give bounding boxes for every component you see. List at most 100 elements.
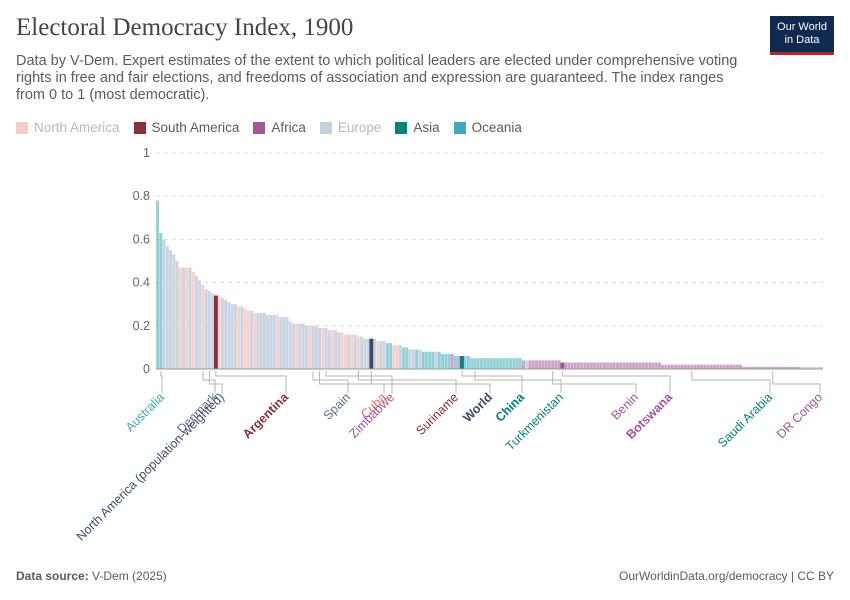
bar[interactable] bbox=[279, 317, 283, 369]
bar[interactable] bbox=[486, 358, 490, 369]
bar[interactable] bbox=[751, 366, 755, 369]
bar[interactable] bbox=[454, 356, 457, 369]
bar[interactable] bbox=[538, 360, 542, 369]
entity-label[interactable]: Suriname bbox=[413, 390, 461, 438]
bar[interactable] bbox=[418, 349, 422, 369]
bar[interactable] bbox=[483, 358, 487, 369]
bar[interactable] bbox=[687, 364, 691, 369]
legend-item-south-america[interactable]: South America bbox=[133, 120, 239, 135]
bar[interactable] bbox=[651, 362, 655, 369]
bar[interactable] bbox=[347, 334, 351, 369]
bar[interactable] bbox=[564, 362, 568, 369]
bar[interactable] bbox=[522, 360, 525, 369]
bar[interactable] bbox=[360, 336, 364, 369]
bar[interactable] bbox=[428, 351, 432, 369]
entity-label[interactable]: World bbox=[460, 390, 495, 425]
bar[interactable] bbox=[628, 362, 632, 369]
bar[interactable] bbox=[314, 325, 318, 369]
bar[interactable] bbox=[434, 351, 438, 369]
bar[interactable] bbox=[590, 362, 593, 369]
bar-highlighted[interactable] bbox=[213, 295, 218, 369]
bar[interactable] bbox=[625, 362, 629, 369]
bar[interactable] bbox=[269, 315, 273, 369]
bar[interactable] bbox=[774, 366, 778, 369]
bar[interactable] bbox=[599, 362, 603, 369]
bar[interactable] bbox=[787, 366, 791, 369]
bar[interactable] bbox=[781, 366, 784, 369]
bar[interactable] bbox=[463, 356, 467, 369]
bar[interactable] bbox=[198, 280, 202, 369]
bar[interactable] bbox=[515, 358, 519, 369]
bar-highlighted[interactable] bbox=[560, 362, 565, 369]
bar[interactable] bbox=[554, 360, 558, 369]
bar[interactable] bbox=[738, 364, 742, 369]
bar[interactable] bbox=[379, 340, 383, 369]
bar[interactable] bbox=[424, 351, 428, 369]
bar[interactable] bbox=[321, 327, 325, 369]
bar[interactable] bbox=[262, 312, 266, 369]
bar[interactable] bbox=[457, 356, 461, 369]
bar[interactable] bbox=[502, 358, 506, 369]
bar[interactable] bbox=[431, 351, 435, 369]
bar[interactable] bbox=[719, 364, 723, 369]
bar[interactable] bbox=[654, 362, 658, 369]
bar[interactable] bbox=[797, 366, 801, 369]
bar[interactable] bbox=[583, 362, 587, 369]
bar[interactable] bbox=[544, 360, 548, 369]
legend-item-asia[interactable]: Asia bbox=[395, 120, 440, 135]
bar[interactable] bbox=[408, 349, 412, 369]
bar[interactable] bbox=[178, 267, 182, 369]
bar[interactable] bbox=[298, 323, 302, 369]
entity-label[interactable]: Argentina bbox=[240, 389, 292, 441]
bar[interactable] bbox=[295, 323, 299, 369]
bar[interactable] bbox=[450, 353, 454, 369]
bar[interactable] bbox=[816, 366, 820, 369]
bar[interactable] bbox=[700, 364, 704, 369]
bar[interactable] bbox=[496, 358, 500, 369]
bar[interactable] bbox=[373, 338, 377, 369]
bar[interactable] bbox=[395, 345, 399, 369]
bar[interactable] bbox=[570, 362, 574, 369]
bar[interactable] bbox=[159, 232, 163, 369]
bar[interactable] bbox=[645, 362, 649, 369]
bar[interactable] bbox=[735, 364, 739, 369]
bar[interactable] bbox=[638, 362, 642, 369]
bar[interactable] bbox=[243, 308, 247, 369]
bar[interactable] bbox=[777, 366, 781, 369]
bar[interactable] bbox=[415, 349, 419, 369]
bar[interactable] bbox=[441, 353, 445, 369]
bar[interactable] bbox=[784, 366, 788, 369]
bar[interactable] bbox=[356, 336, 360, 369]
bar[interactable] bbox=[240, 306, 244, 369]
bar[interactable] bbox=[531, 360, 535, 369]
bar[interactable] bbox=[580, 362, 584, 369]
bar[interactable] bbox=[392, 345, 396, 369]
bar[interactable] bbox=[806, 366, 810, 369]
bar[interactable] bbox=[292, 323, 296, 369]
bar[interactable] bbox=[305, 325, 309, 369]
bar[interactable] bbox=[447, 353, 451, 369]
bar[interactable] bbox=[301, 323, 305, 369]
bar[interactable] bbox=[169, 250, 173, 369]
bar[interactable] bbox=[201, 284, 205, 369]
bar[interactable] bbox=[612, 362, 616, 369]
bar[interactable] bbox=[224, 299, 228, 369]
bar[interactable] bbox=[505, 358, 509, 369]
bar[interactable] bbox=[366, 338, 370, 369]
bar[interactable] bbox=[761, 366, 765, 369]
bar[interactable] bbox=[227, 302, 231, 369]
bar[interactable] bbox=[609, 362, 613, 369]
bar[interactable] bbox=[632, 362, 636, 369]
bar[interactable] bbox=[253, 312, 257, 369]
bar[interactable] bbox=[664, 364, 668, 369]
bar[interactable] bbox=[709, 364, 713, 369]
bar[interactable] bbox=[350, 334, 354, 369]
bar[interactable] bbox=[771, 366, 775, 369]
bar[interactable] bbox=[509, 358, 513, 369]
bar[interactable] bbox=[813, 366, 817, 369]
bar[interactable] bbox=[389, 343, 393, 369]
bar[interactable] bbox=[237, 306, 241, 369]
bar[interactable] bbox=[308, 325, 312, 369]
bar[interactable] bbox=[819, 366, 823, 369]
bar[interactable] bbox=[729, 364, 733, 369]
